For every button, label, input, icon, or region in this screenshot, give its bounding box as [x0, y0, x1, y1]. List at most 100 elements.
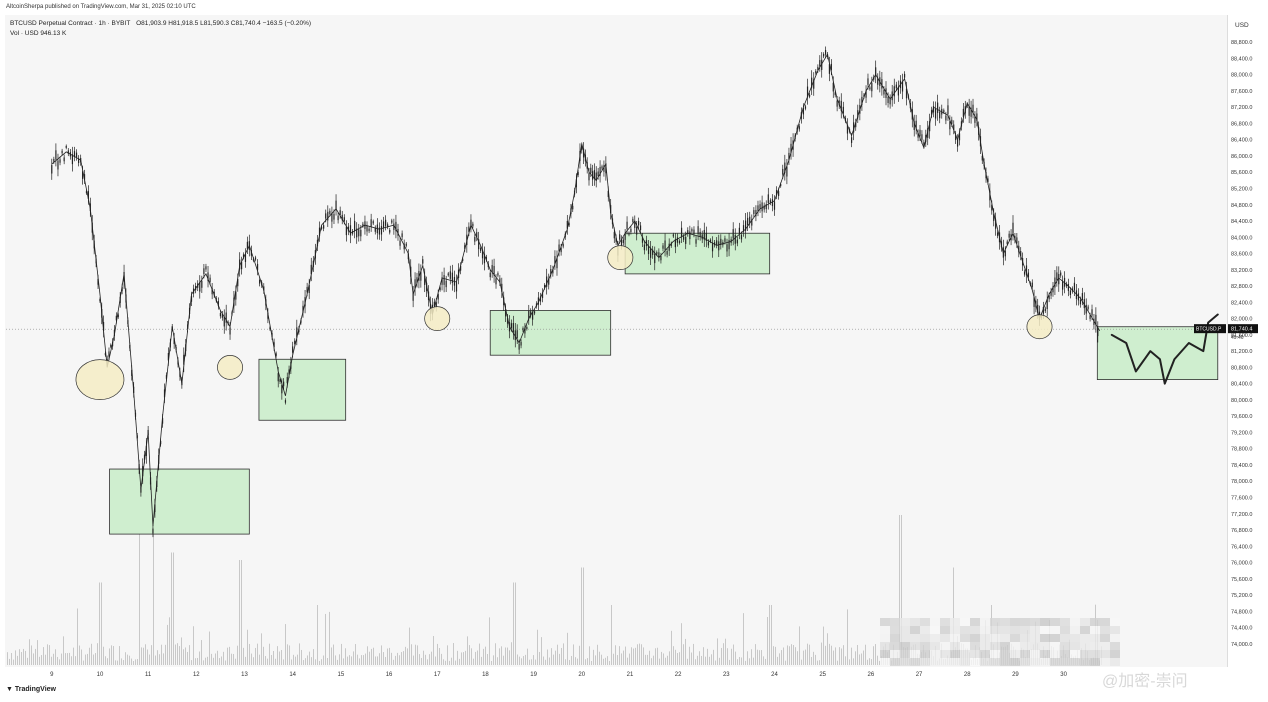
tradingview-logo[interactable]: ▼ TradingView — [6, 686, 56, 693]
pixel-block — [1000, 618, 1010, 626]
pixel-block — [890, 626, 900, 634]
pixel-block — [930, 658, 940, 666]
pixel-block — [1100, 642, 1110, 650]
x-tick-label: 22 — [675, 672, 682, 678]
pixel-block — [910, 626, 920, 634]
pixel-block — [1020, 658, 1030, 666]
pixel-block — [980, 650, 990, 658]
pixel-block — [1060, 658, 1070, 666]
pixel-block — [1110, 618, 1120, 626]
pixel-block — [990, 658, 1000, 666]
pixel-block — [970, 626, 980, 634]
pixel-block — [910, 618, 920, 626]
pixel-block — [950, 642, 960, 650]
pixel-block — [1010, 658, 1020, 666]
pixel-block — [900, 618, 910, 626]
x-tick-label: 30 — [1060, 672, 1067, 678]
pixel-block — [1090, 650, 1100, 658]
x-tick-label: 19 — [530, 672, 537, 678]
pixel-block — [1050, 642, 1060, 650]
pixel-block — [1060, 634, 1070, 642]
price-axis[interactable] — [1227, 15, 1268, 667]
pixel-block — [1070, 642, 1080, 650]
x-tick-label: 14 — [289, 672, 296, 678]
pixel-block — [970, 658, 980, 666]
pixelated-overlay — [880, 618, 1120, 666]
x-tick-label: 25 — [819, 672, 826, 678]
pixel-block — [890, 642, 900, 650]
pixel-block — [1040, 658, 1050, 666]
pixel-block — [1000, 642, 1010, 650]
pixel-block — [890, 658, 900, 666]
volume-label[interactable]: Vol · USD 946.13 K — [10, 30, 67, 37]
pixel-block — [880, 618, 890, 626]
x-tick-label: 27 — [916, 672, 923, 678]
pixel-block — [930, 634, 940, 642]
pixel-block — [880, 658, 890, 666]
pixel-block — [1020, 618, 1030, 626]
pixel-block — [990, 634, 1000, 642]
pixel-block — [1080, 658, 1090, 666]
pixel-block — [950, 658, 960, 666]
pixel-block — [1060, 650, 1070, 658]
pixel-block — [1050, 618, 1060, 626]
pixel-block — [940, 626, 950, 634]
pixel-block — [1090, 634, 1100, 642]
symbol-info: BTCUSD Perpetual Contract · 1h · BYBIT O… — [10, 19, 315, 29]
pixel-block — [1040, 650, 1050, 658]
chart-area[interactable] — [5, 15, 1227, 667]
pixel-block — [1050, 626, 1060, 634]
pixel-block — [930, 626, 940, 634]
x-tick-label: 26 — [868, 672, 875, 678]
pixel-block — [920, 650, 930, 658]
pixel-block — [990, 650, 1000, 658]
x-tick-label: 29 — [1012, 672, 1019, 678]
pixel-block — [910, 650, 920, 658]
pixel-block — [1020, 642, 1030, 650]
pixel-block — [1040, 642, 1050, 650]
pixel-block — [1040, 634, 1050, 642]
pixel-block — [1060, 626, 1070, 634]
pixel-block — [940, 634, 950, 642]
pixel-block — [950, 618, 960, 626]
pixel-block — [900, 658, 910, 666]
x-tick-label: 10 — [97, 672, 104, 678]
pixel-block — [1090, 626, 1100, 634]
pixel-block — [1050, 650, 1060, 658]
pixel-block — [970, 650, 980, 658]
pixel-block — [1110, 658, 1120, 666]
pixel-block — [920, 634, 930, 642]
header: AltcoinSherpa published on TradingView.c… — [0, 0, 1268, 14]
pixel-block — [1030, 650, 1040, 658]
x-tick-label: 24 — [771, 672, 778, 678]
pixel-block — [900, 650, 910, 658]
pixel-block — [910, 634, 920, 642]
pixel-block — [1010, 634, 1020, 642]
pixel-block — [880, 634, 890, 642]
pixel-block — [1070, 650, 1080, 658]
pixel-block — [980, 618, 990, 626]
pixel-block — [1030, 642, 1040, 650]
pixel-block — [1020, 634, 1030, 642]
pixel-block — [1110, 642, 1120, 650]
pixel-block — [1100, 626, 1110, 634]
x-tick-label: 17 — [434, 672, 441, 678]
x-tick-label: 12 — [193, 672, 200, 678]
pixel-block — [880, 650, 890, 658]
pixel-block — [1050, 634, 1060, 642]
pixel-block — [970, 634, 980, 642]
symbol-label[interactable]: BTCUSD Perpetual Contract · 1h · BYBIT — [10, 20, 131, 27]
pixel-block — [950, 634, 960, 642]
pixel-block — [1000, 634, 1010, 642]
pixel-block — [880, 642, 890, 650]
pixel-block — [1100, 618, 1110, 626]
pixel-block — [920, 642, 930, 650]
pixel-block — [890, 650, 900, 658]
pixel-block — [980, 634, 990, 642]
pixel-block — [1010, 618, 1020, 626]
pixel-block — [1080, 650, 1090, 658]
pixel-block — [980, 658, 990, 666]
pixel-block — [1080, 618, 1090, 626]
x-tick-label: 11 — [145, 672, 152, 678]
pixel-block — [950, 626, 960, 634]
